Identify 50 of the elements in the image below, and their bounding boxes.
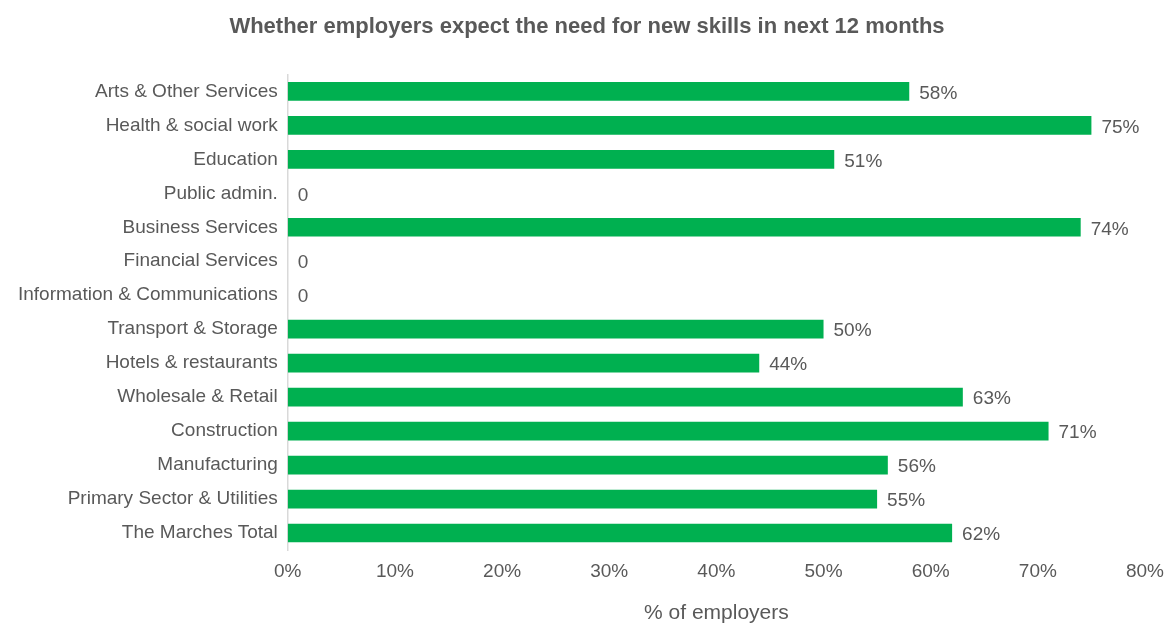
y-tick-label: Transport & Storage — [107, 317, 278, 339]
x-tick-label: 50% — [804, 559, 843, 581]
data-label: 51% — [844, 149, 883, 171]
x-tick-label: 30% — [590, 559, 629, 581]
bar — [287, 217, 1081, 237]
y-tick-label: Public admin. — [163, 181, 278, 203]
data-label: 62% — [962, 523, 1001, 545]
y-tick-label: Construction — [171, 419, 278, 441]
y-tick-label: Primary Sector & Utilities — [67, 487, 278, 509]
x-tick-label: 0% — [274, 559, 302, 581]
y-tick-label: Hotels & restaurants — [105, 351, 278, 373]
bar — [287, 523, 953, 543]
bar — [287, 116, 1092, 135]
data-label: 55% — [887, 489, 926, 511]
data-label: 71% — [1058, 421, 1097, 443]
x-tick-label: 70% — [1018, 559, 1057, 581]
bar — [287, 455, 888, 475]
bar — [287, 489, 878, 509]
x-tick-label: 10% — [375, 559, 415, 581]
x-tick-label: 40% — [697, 559, 736, 581]
x-tick-label: 80% — [1125, 559, 1165, 581]
bar — [287, 387, 963, 407]
bar — [287, 353, 760, 373]
y-tick-label: Education — [193, 147, 278, 169]
x-tick-label: 60% — [911, 559, 950, 581]
y-tick-label: Business Services — [122, 215, 278, 237]
y-tick-label: The Marches Total — [121, 521, 278, 543]
data-label: 0 — [297, 183, 309, 205]
bar — [287, 421, 1049, 441]
data-label: 0 — [297, 251, 309, 273]
data-label: 58% — [919, 81, 958, 103]
x-axis-title: % of employers — [644, 600, 789, 624]
bar — [287, 149, 835, 169]
chart-title: Whether employers expect the need for new skills in next 12 months — [229, 13, 945, 39]
x-tick-label: 20% — [483, 559, 522, 581]
y-tick-label: Wholesale & Retail — [117, 385, 278, 407]
data-label: 75% — [1101, 115, 1140, 137]
y-tick-label: Financial Services — [123, 249, 278, 271]
y-tick-label: Arts & Other Services — [95, 79, 278, 101]
data-label: 0 — [297, 285, 309, 307]
data-label: 50% — [833, 319, 872, 341]
bar — [287, 82, 910, 101]
y-tick-label: Information & Communications — [17, 283, 278, 305]
data-label: 63% — [972, 387, 1011, 409]
y-tick-label: Manufacturing — [157, 453, 278, 475]
data-label: 56% — [897, 455, 936, 477]
data-label: 74% — [1090, 217, 1129, 239]
y-tick-label: Health & social work — [105, 113, 279, 135]
data-label: 44% — [769, 353, 808, 375]
bar — [287, 319, 824, 339]
